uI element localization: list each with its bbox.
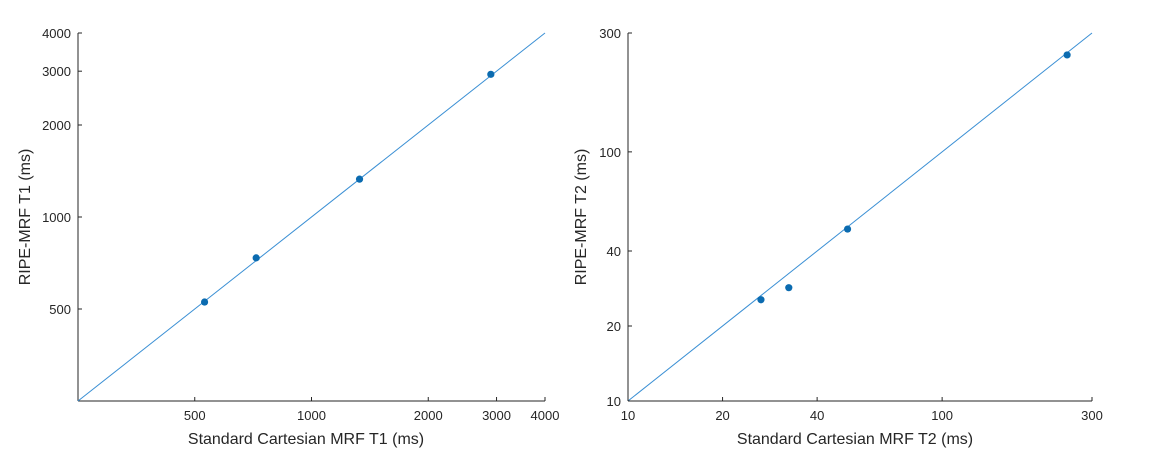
- t1-data-point: [355, 175, 364, 183]
- t1-y-tick-label: 3000: [42, 64, 71, 79]
- t2-y-tick-label: 300: [599, 26, 621, 41]
- t2-y-tick-label: 10: [607, 394, 621, 409]
- t2-x-tick-label: 300: [1081, 408, 1103, 423]
- t1-x-ticks: 500 1000 2000 3000 4000: [184, 397, 560, 423]
- t2-y-tick-label: 100: [599, 145, 621, 160]
- t1-identity-line: [77, 32, 546, 402]
- t1-y-tick-label: 2000: [42, 118, 71, 133]
- t2-identity-line: [627, 32, 1093, 402]
- t1-x-axis-title: Standard Cartesian MRF T1 (ms): [188, 431, 424, 448]
- t1-x-tick-label: 1000: [297, 408, 326, 423]
- t1-y-axis-title: RIPE-MRF T1 (ms): [17, 149, 34, 286]
- t1-x-tick-label: 3000: [482, 408, 511, 423]
- t2-data-point: [757, 296, 765, 304]
- t2-y-tick-label: 20: [607, 319, 621, 334]
- t2-x-tick-label: 40: [810, 408, 824, 423]
- t1-y-tick-label: 1000: [42, 210, 71, 225]
- t1-data-point: [200, 298, 209, 306]
- t2-data-points: [757, 51, 1071, 304]
- t1-y-ticks: 500 1000 2000 3000 4000: [42, 26, 82, 317]
- t2-y-ticks: 10 20 40 100 300: [599, 26, 632, 409]
- t1-x-tick-label: 4000: [531, 408, 560, 423]
- t2-x-tick-label: 100: [931, 408, 953, 423]
- t2-x-tick-label: 10: [621, 408, 635, 423]
- t2-y-axis-title: RIPE-MRF T2 (ms): [573, 149, 590, 286]
- t2-y-tick-label: 40: [607, 244, 621, 259]
- t1-data-point: [487, 70, 495, 78]
- t2-data-point: [843, 225, 852, 233]
- t2-data-point: [1063, 51, 1071, 59]
- t2-x-ticks: 10 20 40 100 300: [621, 397, 1103, 423]
- t1-data-point: [252, 254, 260, 262]
- t1-scatter-panel: 500 1000 2000 3000 4000 5001000200030004000 …: [17, 26, 559, 448]
- t2-scatter-panel: 10 20 40 100 300 10 20 40 100 300 Standard Carte…: [573, 26, 1103, 448]
- t1-y-tick-label: 500: [49, 302, 71, 317]
- t1-y-tick-label: 4000: [42, 26, 71, 41]
- t1-x-tick-label: 500: [184, 408, 206, 423]
- t1-data-points: [200, 70, 495, 306]
- t2-x-axis-title: Standard Cartesian MRF T2 (ms): [737, 431, 973, 448]
- t2-data-point: [785, 284, 793, 292]
- t2-x-tick-label: 20: [715, 408, 729, 423]
- t1-x-tick-label: 2000: [414, 408, 443, 423]
